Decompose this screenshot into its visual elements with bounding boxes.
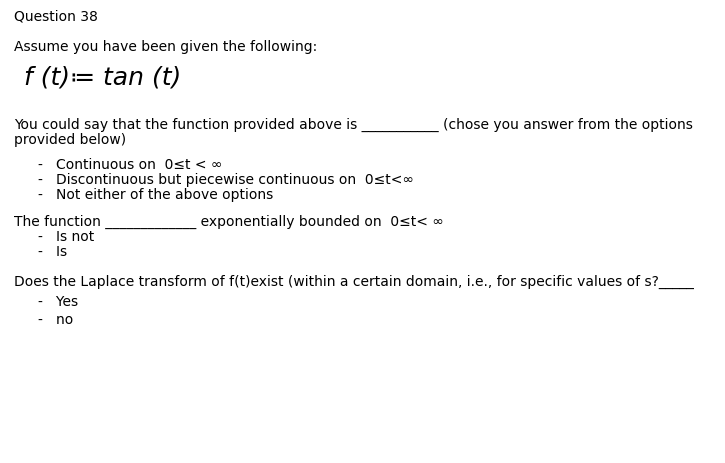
- Text: Question 38: Question 38: [14, 10, 98, 24]
- Text: provided below): provided below): [14, 133, 126, 147]
- Text: You could say that the function provided above is ___________ (chose you answer : You could say that the function provided…: [14, 118, 693, 132]
- Text: -   Yes: - Yes: [38, 294, 78, 308]
- Text: -   Discontinuous but piecewise continuous on  0≤t<∞: - Discontinuous but piecewise continuous…: [38, 173, 414, 187]
- Text: -   no: - no: [38, 313, 73, 326]
- Text: -   Not either of the above options: - Not either of the above options: [38, 188, 273, 201]
- Text: Assume you have been given the following:: Assume you have been given the following…: [14, 40, 318, 54]
- Text: The function _____________ exponentially bounded on  0≤t< ∞: The function _____________ exponentially…: [14, 214, 444, 229]
- Text: -   Is not: - Is not: [38, 230, 94, 244]
- Text: -   Is: - Is: [38, 244, 67, 258]
- Text: -   Continuous on  0≤t < ∞: - Continuous on 0≤t < ∞: [38, 158, 223, 172]
- Text: Does the Laplace transform of f(t)exist (within a certain domain, i.e., for spec: Does the Laplace transform of f(t)exist …: [14, 275, 694, 288]
- Text: f (t)≔ tan (t): f (t)≔ tan (t): [24, 65, 181, 89]
